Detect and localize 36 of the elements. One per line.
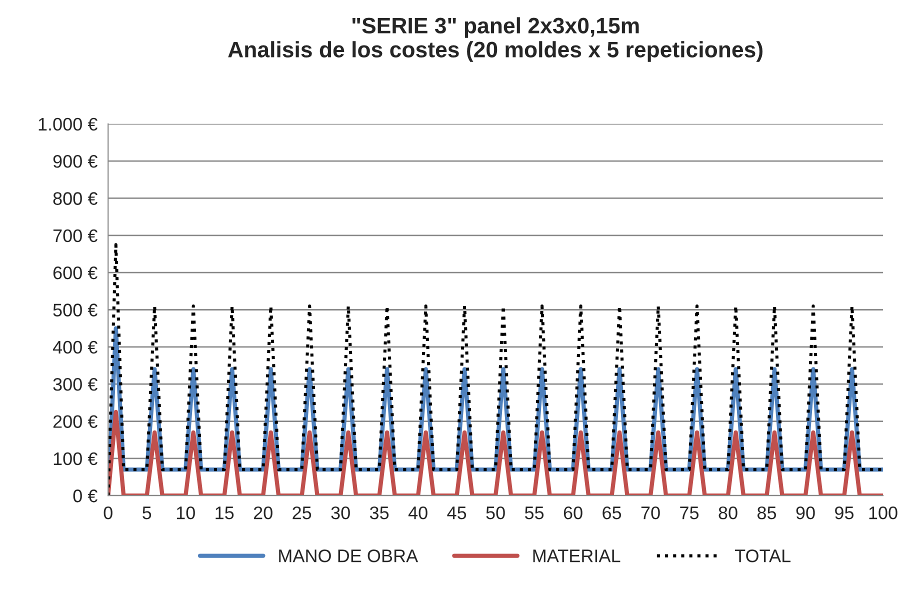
x-tick-label: 65 xyxy=(602,506,622,520)
y-tick-label: 500 € xyxy=(53,304,98,316)
y-tick-label: 200 € xyxy=(53,415,98,428)
y-tick-label: 600 € xyxy=(53,266,98,280)
x-tick-label: 25 xyxy=(292,506,312,520)
x-tick-label: 50 xyxy=(486,506,505,520)
x-tick-label: 45 xyxy=(447,506,466,520)
y-tick-label: 0 € xyxy=(73,490,98,502)
legend-label: MATERIAL xyxy=(533,550,620,562)
chart-title: "SERIE 3" panel 2x3x0,15m Analisis de los costes (20 moldes x 5 repeticiones) xyxy=(228,17,762,62)
x-tick-label: 70 xyxy=(641,506,660,520)
x-tick-label: 15 xyxy=(216,506,234,520)
legend-label: TOTAL xyxy=(734,549,790,562)
x-tick-label: 20 xyxy=(254,506,272,520)
y-tick-label: 400 € xyxy=(52,340,98,354)
y-tick-label: 100 € xyxy=(54,452,98,466)
x-tick-label: 40 xyxy=(408,506,428,520)
y-tick-label: 1.000 € xyxy=(38,118,98,131)
y-tick-label: 700 € xyxy=(53,229,98,242)
x-tick-label: 10 xyxy=(176,506,195,520)
x-tick-label: 55 xyxy=(524,506,544,520)
x-tick-label: 5 xyxy=(142,506,152,520)
x-tick-label: 75 xyxy=(680,506,699,520)
x-tick-label: 80 xyxy=(718,506,738,520)
x-tick-label: 100 xyxy=(869,506,898,520)
y-tick-label: 800 € xyxy=(53,192,98,205)
y-tick-label: 300 € xyxy=(53,378,98,391)
x-tick-label: 90 xyxy=(796,506,815,520)
x-tick-label: 35 xyxy=(370,506,389,520)
x-tick-label: 0 xyxy=(104,506,112,520)
x-tick-label: 60 xyxy=(564,506,582,520)
legend-label: MANO DE OBRA xyxy=(279,549,418,562)
y-tick-label: 900 € xyxy=(53,155,98,168)
x-tick-label: 30 xyxy=(331,506,350,520)
x-tick-label: 95 xyxy=(835,506,854,520)
x-tick-label: 85 xyxy=(757,506,776,520)
